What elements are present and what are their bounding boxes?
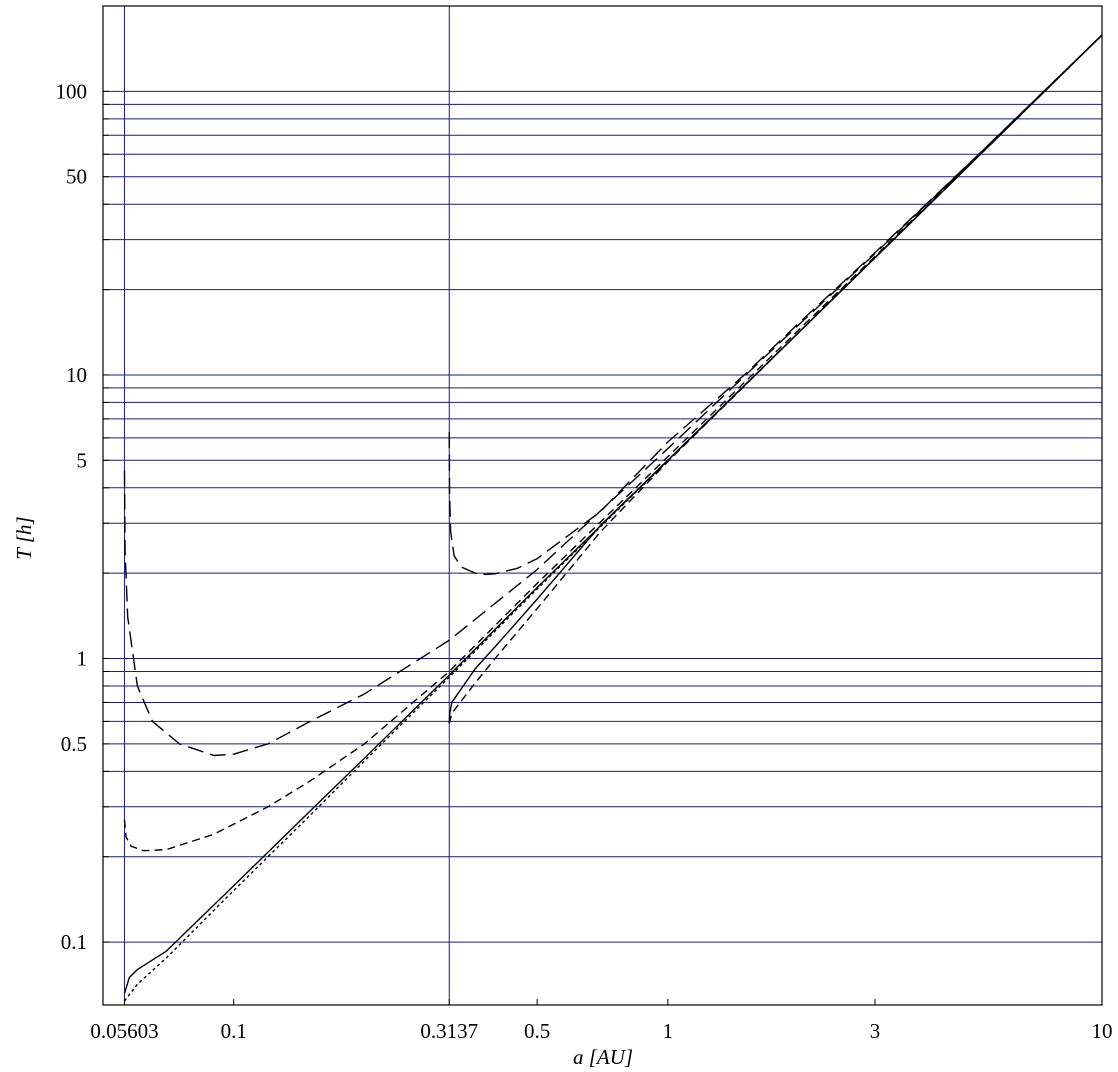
- y-axis-label-text: T [h]: [12, 516, 36, 559]
- x-tick-label: 3: [870, 1019, 881, 1043]
- svg-text:T [h]: T [h]: [12, 516, 36, 559]
- plot-frame: [102, 5, 1103, 1006]
- y-tick-label: 1: [77, 647, 88, 671]
- x-tick-label: 10: [1092, 1019, 1113, 1043]
- tick-layer: 0.1 0.5 1 5 10 50 100 0.05603 0.1 0.3137 0.5 1 3 10: [56, 79, 1113, 1043]
- grid-layer: [103, 6, 1102, 1005]
- y-tick-label: 0.5: [61, 732, 87, 756]
- x-tick-label: 0.1: [221, 1019, 247, 1043]
- series-line-4-dashed-long: [123, 34, 1103, 757]
- y-tick-label: 10: [66, 363, 87, 387]
- x-axis-label: a [AU]: [573, 1045, 633, 1069]
- x-tick-label: 0.05603: [90, 1019, 158, 1043]
- series-line-6-dashed-short: [448, 34, 1103, 724]
- series-layer: [123, 34, 1103, 1002]
- x-tick-label: 0.5: [524, 1019, 550, 1043]
- series-line-7-dashed-long: [448, 34, 1103, 576]
- x-tick-label: 0.3137: [420, 1019, 478, 1043]
- y-axis-label: T [h]: [12, 516, 36, 559]
- series-line-5-solid: [448, 34, 1103, 724]
- series-line-3-dashed-short: [123, 34, 1103, 852]
- y-tick-label: 50: [66, 165, 87, 189]
- y-tick-label: 0.1: [61, 930, 87, 954]
- y-tick-label: 100: [56, 79, 88, 103]
- x-tick-label: 1: [663, 1019, 674, 1043]
- y-tick-label: 5: [77, 448, 88, 472]
